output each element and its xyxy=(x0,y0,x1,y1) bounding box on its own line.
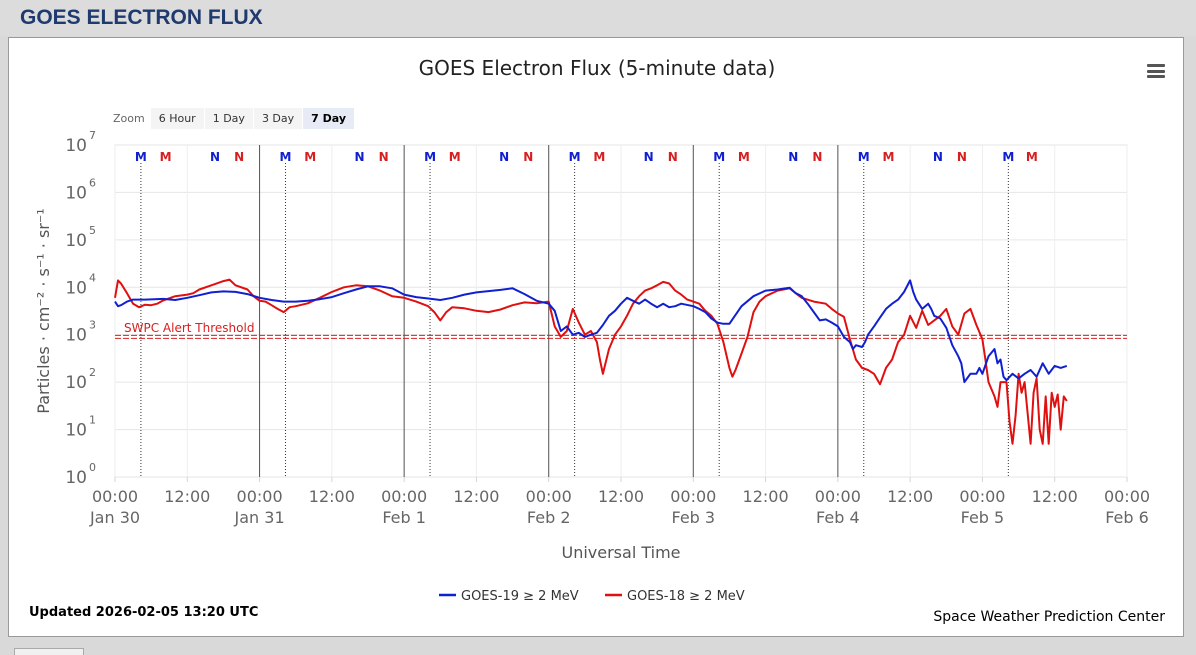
marker-label: N xyxy=(523,150,533,164)
marker-label: N xyxy=(379,150,389,164)
zoom-1-day-button[interactable]: 1 Day xyxy=(204,107,253,129)
legend-item[interactable]: GOES-18 ≥ 2 MeV xyxy=(627,589,745,604)
y-tick-label: 10 xyxy=(65,373,87,393)
marker-label: N xyxy=(644,150,654,164)
legend: GOES-19 ≥ 2 MeV GOES-18 ≥ 2 MeV xyxy=(439,589,745,604)
page-title: GOES ELECTRON FLUX xyxy=(20,6,263,29)
marker-label: N xyxy=(668,150,678,164)
updated-timestamp: Updated 2026-02-05 13:20 UTC xyxy=(29,605,259,620)
y-tick-exponent: 4 xyxy=(89,271,96,284)
x-tick-time: 12:00 xyxy=(598,487,644,506)
marker-label: M xyxy=(1026,150,1038,164)
page-header: GOES ELECTRON FLUX xyxy=(0,0,1196,36)
y-tick-exponent: 7 xyxy=(89,129,96,142)
y-tick-label: 10 xyxy=(65,278,87,298)
marker-label: M xyxy=(569,150,581,164)
zoom-controls: Zoom 6 Hour 1 Day 3 Day 7 Day xyxy=(113,106,355,130)
x-tick-time: 00:00 xyxy=(670,487,716,506)
marker-label: N xyxy=(957,150,967,164)
x-tick-date: Feb 6 xyxy=(1105,508,1149,527)
marker-label: M xyxy=(449,150,461,164)
x-tick-time: 00:00 xyxy=(92,487,138,506)
zoom-label: Zoom xyxy=(113,111,145,125)
marker-label: M xyxy=(160,150,172,164)
marker-label: M xyxy=(738,150,750,164)
x-tick-time: 12:00 xyxy=(743,487,789,506)
x-tick-date: Jan 31 xyxy=(234,508,285,527)
y-tick-exponent: 5 xyxy=(89,224,96,237)
marker-label: M xyxy=(713,150,725,164)
x-tick-time: 00:00 xyxy=(526,487,572,506)
y-tick-exponent: 6 xyxy=(89,176,96,189)
x-tick-date: Feb 3 xyxy=(671,508,715,527)
y-tick-label: 10 xyxy=(65,421,87,441)
x-tick-time: 12:00 xyxy=(453,487,499,506)
marker-label: N xyxy=(210,150,220,164)
y-tick-label: 10 xyxy=(65,326,87,346)
x-tick-time: 00:00 xyxy=(381,487,427,506)
legend-item[interactable]: GOES-19 ≥ 2 MeV xyxy=(461,589,579,604)
zoom-7-day-button[interactable]: 7 Day xyxy=(303,107,355,129)
marker-label: M xyxy=(1002,150,1014,164)
x-axis-label: Universal Time xyxy=(561,543,680,562)
y-tick-exponent: 1 xyxy=(89,414,96,427)
zoom-3-day-button[interactable]: 3 Day xyxy=(253,107,303,129)
x-tick-date: Jan 30 xyxy=(89,508,140,527)
marker-label: M xyxy=(858,150,870,164)
series-line-1[interactable] xyxy=(114,278,1068,445)
x-tick-date: Feb 2 xyxy=(527,508,571,527)
y-tick-exponent: 0 xyxy=(89,461,96,474)
x-tick-time: 12:00 xyxy=(887,487,933,506)
marker-label: N xyxy=(933,150,943,164)
chart-title: GOES Electron Flux (5-minute data) xyxy=(418,56,776,80)
x-tick-time: 00:00 xyxy=(959,487,1005,506)
marker-label: M xyxy=(135,150,147,164)
marker-label: M xyxy=(424,150,436,164)
data-series xyxy=(114,278,1068,445)
x-tick-time: 12:00 xyxy=(1032,487,1078,506)
y-tick-label: 10 xyxy=(65,231,87,251)
y-tick-label: 10 xyxy=(65,136,87,156)
x-tick-time: 12:00 xyxy=(164,487,210,506)
marker-label: N xyxy=(499,150,509,164)
y-tick-exponent: 2 xyxy=(89,366,96,379)
threshold-label: SWPC Alert Threshold xyxy=(124,321,254,335)
series-line-0[interactable] xyxy=(114,279,1068,384)
marker-label: N xyxy=(788,150,798,164)
x-tick-time: 00:00 xyxy=(237,487,283,506)
y-tick-label: 10 xyxy=(65,468,87,488)
credit-text: Space Weather Prediction Center xyxy=(933,609,1165,625)
x-tick-time: 00:00 xyxy=(815,487,861,506)
y-tick-exponent: 3 xyxy=(89,319,96,332)
marker-label: M xyxy=(593,150,605,164)
chart-panel: GOES Electron Flux (5-minute data) Zoom … xyxy=(8,37,1184,637)
x-tick-date: Feb 1 xyxy=(382,508,426,527)
x-tick-date: Feb 4 xyxy=(816,508,860,527)
x-tick-date: Feb 5 xyxy=(961,508,1005,527)
zoom-6-hour-button[interactable]: 6 Hour xyxy=(150,107,204,129)
x-tick-time: 00:00 xyxy=(1104,487,1150,506)
marker-label: N xyxy=(234,150,244,164)
marker-label: N xyxy=(355,150,365,164)
y-axis-label: Particles · cm⁻² · s⁻¹ · sr⁻¹ xyxy=(34,208,53,413)
x-axis: 00:00 Jan 30 12:00 00:00 Jan 31 12:00 00:00 Feb… xyxy=(89,477,1150,527)
x-tick-time: 12:00 xyxy=(309,487,355,506)
marker-label: N xyxy=(812,150,822,164)
hamburger-menu-icon[interactable] xyxy=(1147,64,1165,78)
marker-label: M xyxy=(882,150,894,164)
marker-label: M xyxy=(304,150,316,164)
midnight-lines xyxy=(259,145,839,477)
y-tick-label: 10 xyxy=(65,183,87,203)
marker-label: M xyxy=(279,150,291,164)
